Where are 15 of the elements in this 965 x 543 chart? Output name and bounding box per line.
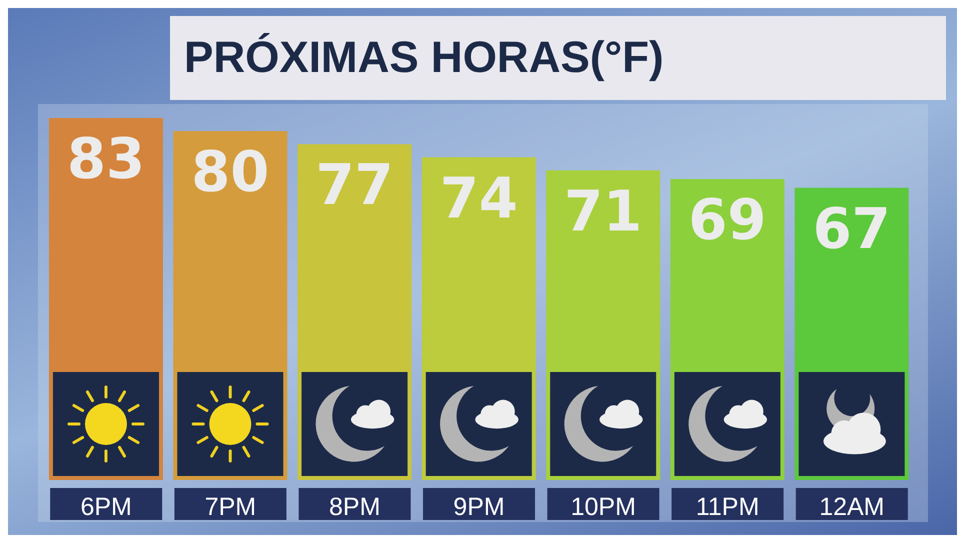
- data-label: 69: [688, 188, 766, 254]
- data-label: 74: [440, 166, 518, 232]
- chart-title: PRÓXIMAS HORAS(°F): [184, 33, 664, 83]
- data-label: 71: [564, 179, 642, 244]
- x-tick-label: 9PM: [453, 493, 505, 521]
- data-label: 77: [316, 153, 394, 218]
- x-tick-label: 10PM: [570, 493, 636, 521]
- x-tick-label: 11PM: [696, 493, 760, 521]
- data-label: 67: [812, 196, 891, 262]
- x-tick-label: 12AM: [819, 493, 885, 521]
- x-tick-label: 7PM: [204, 493, 256, 521]
- x-tick-label: 8PM: [329, 493, 380, 521]
- data-label: 83: [67, 127, 145, 192]
- x-tick-label: 6PM: [80, 493, 132, 521]
- data-label: 80: [191, 140, 270, 206]
